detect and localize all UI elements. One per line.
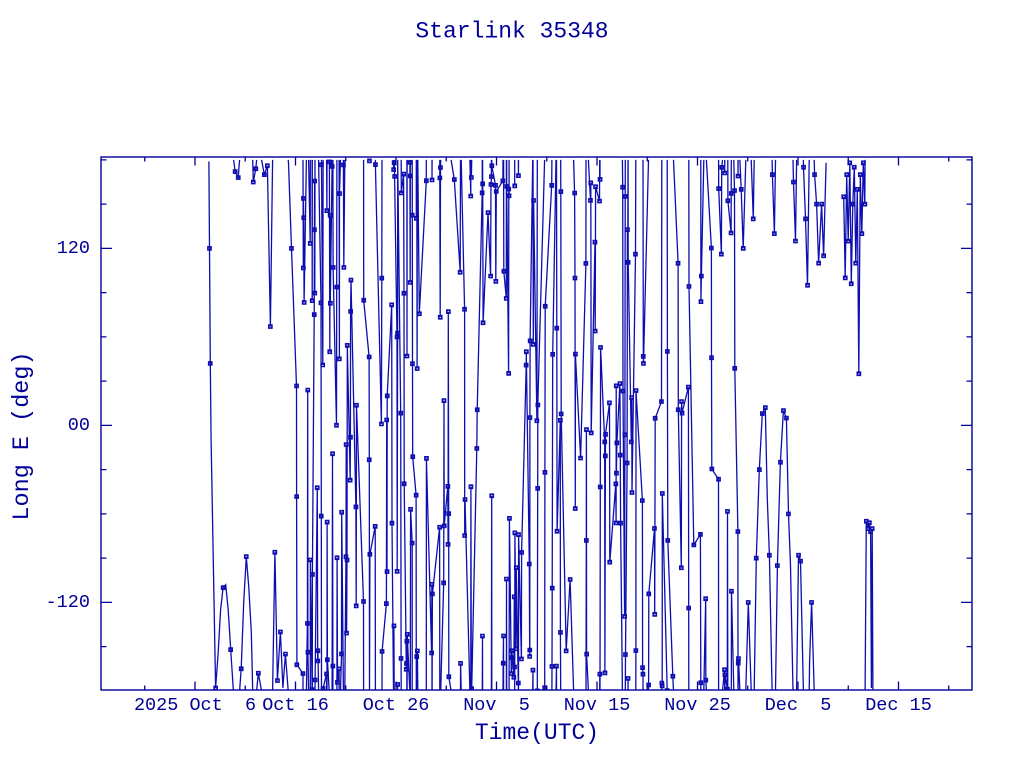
svg-text:Dec 15: Dec 15 <box>865 695 932 716</box>
svg-text:Nov 25: Nov 25 <box>664 695 731 716</box>
svg-text:2025 Oct 6: 2025 Oct 6 <box>134 695 256 716</box>
svg-text:Oct 26: Oct 26 <box>363 695 430 716</box>
svg-text:Oct 16: Oct 16 <box>262 695 329 716</box>
svg-text:Dec 5: Dec 5 <box>765 695 832 716</box>
svg-text:Nov 15: Nov 15 <box>564 695 631 716</box>
svg-text:-120: -120 <box>46 592 90 613</box>
svg-text:00: 00 <box>68 415 90 436</box>
svg-text:120: 120 <box>57 238 90 259</box>
svg-text:Nov 5: Nov 5 <box>463 695 530 716</box>
svg-text:Time(UTC): Time(UTC) <box>475 720 599 746</box>
svg-text:Starlink 35348: Starlink 35348 <box>415 19 608 45</box>
svg-text:Long E (deg): Long E (deg) <box>9 351 36 520</box>
